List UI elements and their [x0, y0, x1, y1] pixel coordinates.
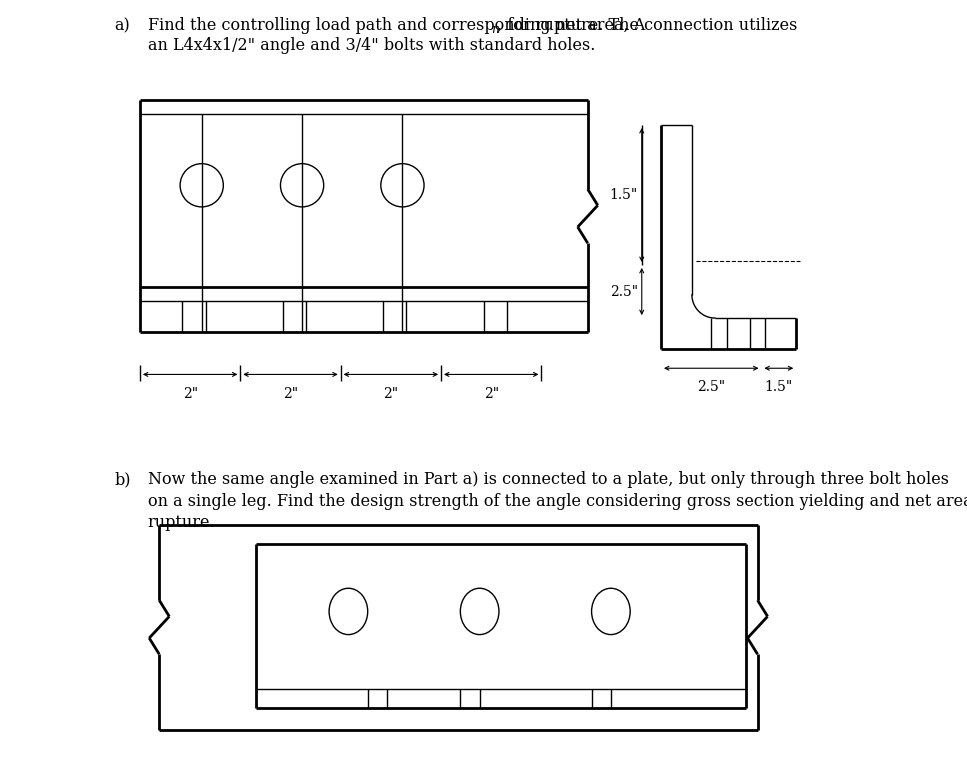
Ellipse shape: [460, 588, 499, 635]
Text: on a single leg. Find the design strength of the angle considering gross section: on a single leg. Find the design strengt…: [148, 493, 967, 510]
Text: a): a): [114, 17, 131, 34]
Ellipse shape: [329, 588, 367, 635]
Text: Find the controlling load path and corresponding net area, A: Find the controlling load path and corre…: [148, 17, 645, 34]
Text: 2.5": 2.5": [610, 285, 638, 299]
Text: 2": 2": [183, 387, 197, 401]
Text: an L4x4x1/2" angle and 3/4" bolts with standard holes.: an L4x4x1/2" angle and 3/4" bolts with s…: [148, 37, 595, 54]
Text: 1.5": 1.5": [765, 380, 793, 394]
Text: b): b): [114, 471, 131, 488]
Text: 2": 2": [484, 387, 499, 401]
Text: rupture.: rupture.: [148, 514, 216, 531]
Text: n: n: [491, 23, 499, 36]
Text: , for rupture. The connection utilizes: , for rupture. The connection utilizes: [497, 17, 798, 34]
Text: 2.5": 2.5": [697, 380, 725, 394]
Text: 2": 2": [283, 387, 298, 401]
Ellipse shape: [592, 588, 630, 635]
Text: Now the same angle examined in Part a) is connected to a plate, but only through: Now the same angle examined in Part a) i…: [148, 471, 949, 488]
Text: 1.5": 1.5": [609, 188, 638, 202]
Text: 2": 2": [383, 387, 398, 401]
